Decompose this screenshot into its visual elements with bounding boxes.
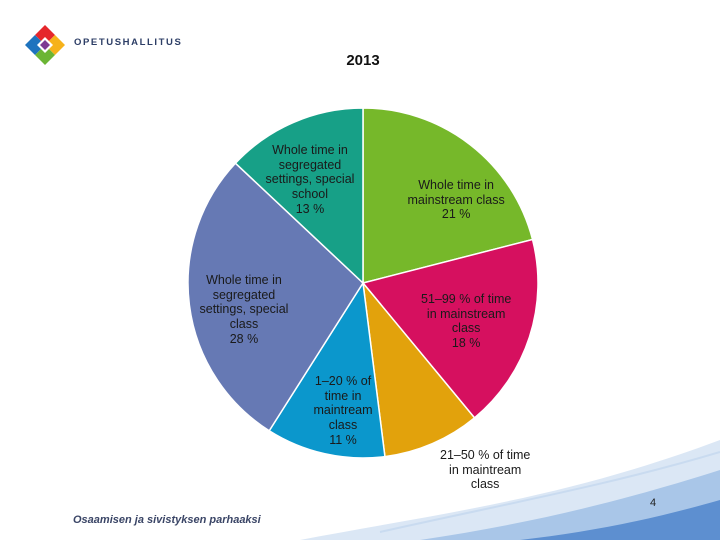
opetushallitus-logo-icon — [25, 25, 65, 65]
slice-label-line: time in — [324, 388, 362, 403]
slice-value: 18 % — [451, 335, 481, 350]
slice-label-line: Whole time in — [206, 273, 282, 287]
chart-title: 2013 — [346, 52, 380, 69]
slice-label-line: Whole time in — [418, 178, 494, 192]
slice-label-line: in mainstream — [426, 306, 506, 321]
slice-label-line: 1–20 % of — [314, 374, 372, 388]
brand-name: OPETUSHALLITUS — [74, 37, 183, 48]
slice-label-line: settings, special — [265, 172, 355, 187]
slice-label-3: 21–50 % of time in maintream class — [440, 448, 530, 492]
slice-label-line: school — [291, 186, 329, 201]
slice-label-1: Whole time in mainstream class 21 % — [408, 178, 505, 222]
slice-label-line: 51–99 % of time — [421, 292, 512, 306]
slice-label-4: 1–20 % of time in maintream class 11 % — [314, 374, 373, 447]
slice-label-line: class — [451, 321, 481, 336]
slice-label-line: maintream — [313, 403, 373, 418]
tagline: Osaamisen ja sivistyksen parhaaksi — [73, 514, 261, 526]
slice-label-5: Whole time in segregated settings, special… — [200, 273, 289, 346]
pie-slice-6 — [234, 107, 364, 285]
slice-label-line: segregated — [212, 287, 276, 302]
slice-value: 13 % — [295, 201, 325, 216]
slice-label-line: in maintream — [449, 462, 522, 477]
slice-label-line: Whole time in — [272, 143, 348, 157]
wave-band-dark — [520, 500, 720, 540]
slice-label-line: segregated — [278, 157, 342, 172]
slice-value: 11 % — [329, 432, 357, 447]
slice-label-line: class — [229, 316, 259, 331]
slice-label-line: mainstream class — [407, 192, 505, 207]
pie-slice-3 — [361, 280, 476, 458]
slice-value: 21 % — [441, 207, 471, 222]
slice-label-line: settings, special — [199, 302, 289, 317]
wave-line — [379, 451, 720, 533]
slice-label-line: class — [470, 477, 500, 492]
page-number: 4 — [650, 497, 657, 509]
slice-label-2: 51–99 % of time in mainstream class 18 % — [421, 292, 511, 351]
pie-slice-5 — [187, 162, 364, 432]
slice-label-6: Whole time in segregated settings, special… — [266, 143, 355, 216]
pie-slice-4 — [268, 280, 386, 459]
pie-slice-2 — [361, 238, 539, 419]
slice-value: 28 % — [229, 331, 259, 346]
pie-slice-1 — [362, 107, 534, 284]
slice-label-line: 21–50 % of time — [440, 448, 531, 462]
slice-label-line: class — [328, 417, 358, 432]
